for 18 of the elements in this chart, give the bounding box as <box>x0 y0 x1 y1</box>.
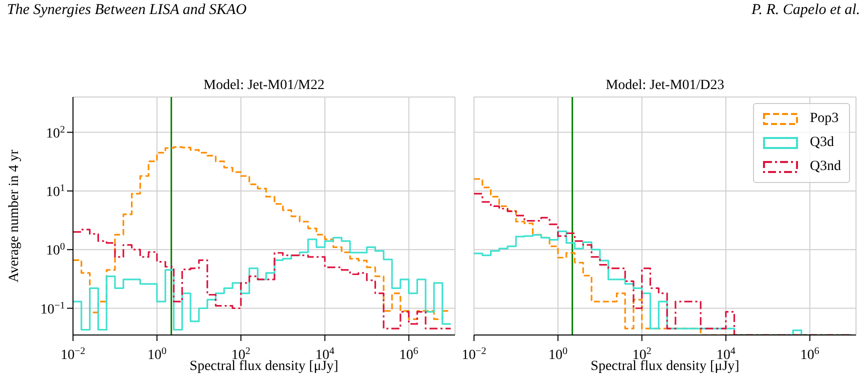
x-tick-label: 10$^{6}$ <box>800 346 820 363</box>
chart-title: Model: Jet-M01/D23 <box>604 78 726 94</box>
y-tick-label: 10$^{−1}$ <box>40 300 65 318</box>
x-tick-label: 10$^{0}$ <box>147 346 166 363</box>
y-tick-label: 10$^{1}$ <box>46 182 65 200</box>
y-tick-label: 10$^{2}$ <box>46 124 65 142</box>
x-tick-label: 10$^{6}$ <box>399 346 418 363</box>
legend-label: Pop3 <box>810 111 839 127</box>
chart-title: Model: Jet-M01/M22 <box>202 78 326 94</box>
text: P. R. Capelo et al. <box>752 2 860 19</box>
x-tick-label: 10$^{−2}$ <box>60 346 86 363</box>
legend-label: Q3nd <box>810 159 841 175</box>
y-axis-title: Average number in 4 yr <box>7 149 22 282</box>
y-tick-label: 10$^{0}$ <box>46 241 65 259</box>
text: The Synergies Between LISA and SKAO <box>7 2 247 19</box>
legend-label: Q3d <box>810 135 834 151</box>
x-tick-label: 10$^{−2}$ <box>462 346 486 363</box>
x-tick-label: 10$^{0}$ <box>548 346 568 363</box>
